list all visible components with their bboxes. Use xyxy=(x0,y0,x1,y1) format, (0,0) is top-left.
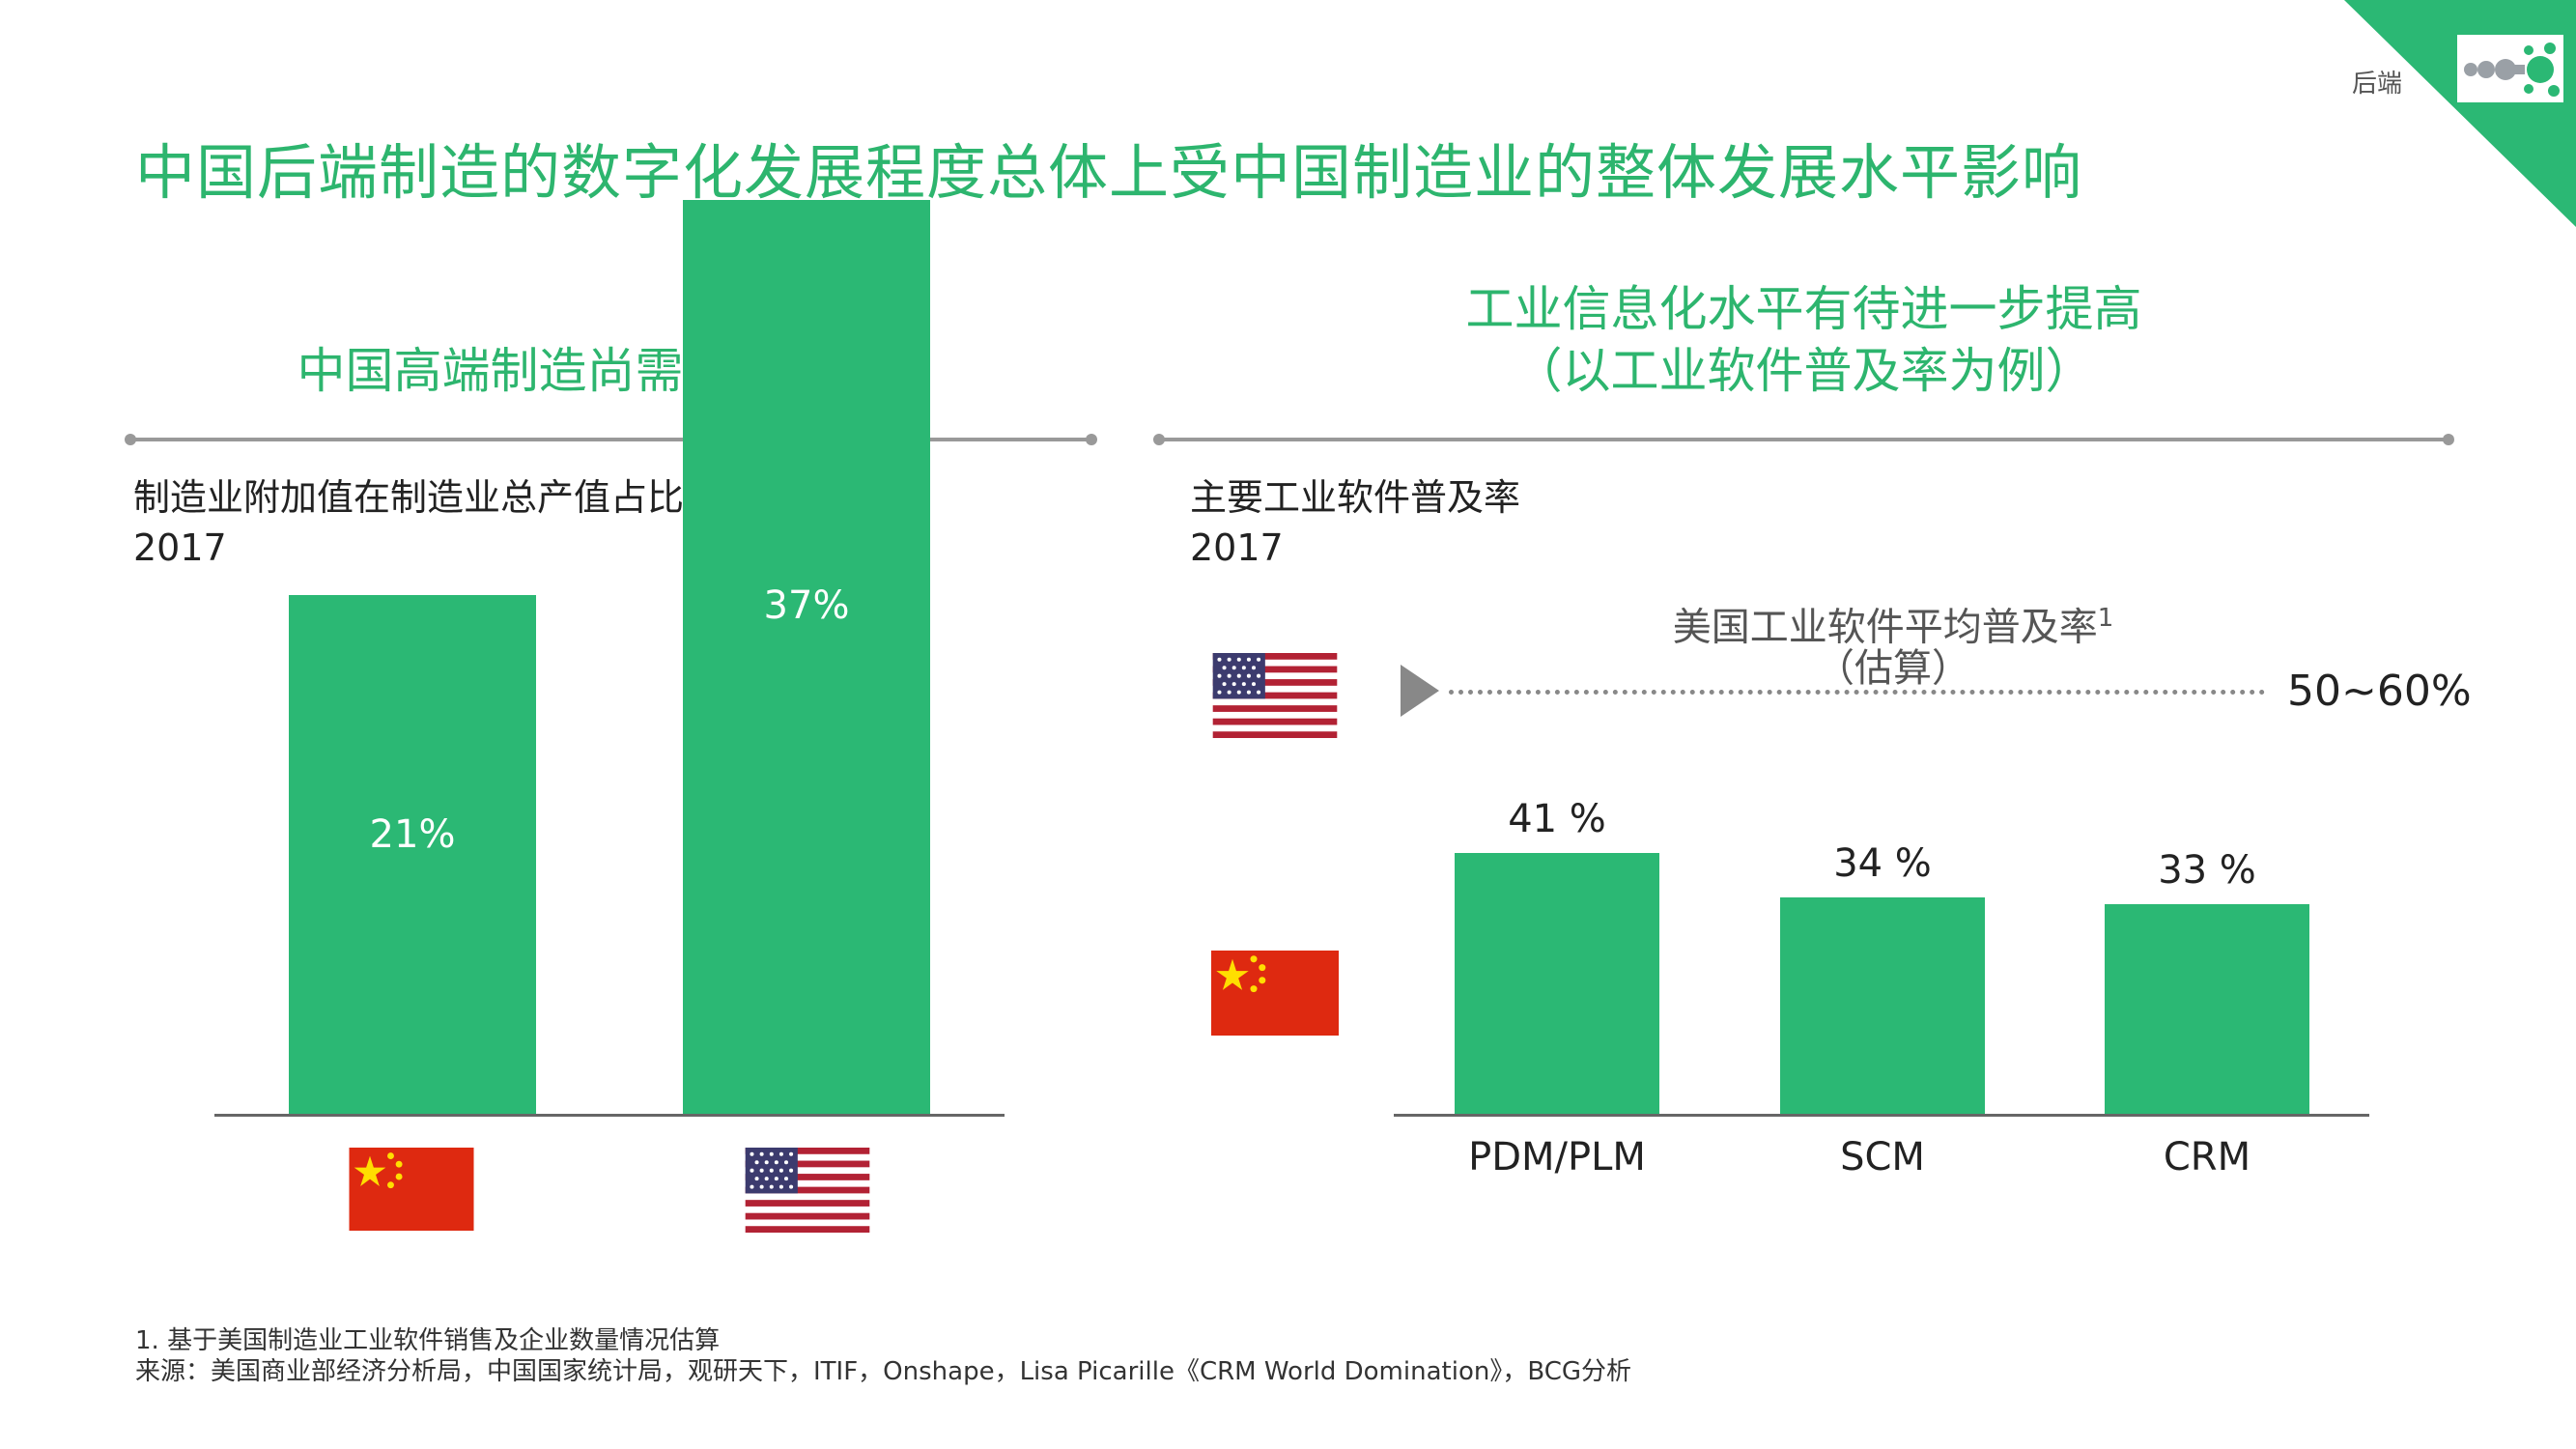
china-flag-icon xyxy=(1211,951,1339,1036)
left-subtitle: 中国高端制造尚需进一步发展 xyxy=(297,343,925,399)
right-chart-title: 主要工业软件普及率 xyxy=(1190,476,1521,519)
left-chart-title: 制造业附加值在制造业总产值占比 xyxy=(133,476,685,519)
section-label: 后端 xyxy=(2351,70,2402,99)
us-average-label: 美国工业软件平均普及率1 xyxy=(1672,604,2114,650)
china-flag-icon xyxy=(349,1148,474,1231)
category-label: PDM/PLM xyxy=(1468,1135,1646,1179)
page-title: 中国后端制造的数字化发展程度总体上受中国制造业的整体发展水平影响 xyxy=(135,137,2083,208)
us-average-label-line2: （估算） xyxy=(1816,646,1970,691)
bar-value-label: 37% xyxy=(763,583,850,629)
logo-icon xyxy=(2457,35,2563,102)
left-chart-year: 2017 xyxy=(133,526,227,569)
us-average-line xyxy=(1449,690,2265,695)
us-flag-icon xyxy=(745,1148,870,1233)
bar-value-label: 33 % xyxy=(2158,847,2256,893)
bar-value-label: 21% xyxy=(369,812,456,858)
us-average-value: 50~60% xyxy=(2287,667,2472,716)
bar-us xyxy=(683,199,930,1114)
left-x-axis xyxy=(214,1114,1005,1117)
footnote: 1. 基于美国制造业工业软件销售及企业数量情况估算 xyxy=(135,1326,721,1355)
right-subtitle-line1: 工业信息化水平有待进一步提高 xyxy=(1465,281,2142,337)
right-chart-year: 2017 xyxy=(1190,526,1284,569)
arrow-right-icon xyxy=(1401,665,1439,717)
us-flag-icon xyxy=(1212,653,1338,738)
right-divider xyxy=(1153,434,2454,445)
category-label: CRM xyxy=(2163,1135,2251,1179)
bar-scm xyxy=(1780,897,1985,1114)
bar-value-label: 41 % xyxy=(1508,797,1606,841)
right-subtitle-line2: （以工业软件普及率为例） xyxy=(1514,343,2094,399)
category-label: SCM xyxy=(1840,1135,1925,1179)
left-divider xyxy=(125,434,1097,445)
source-note: 来源：美国商业部经济分析局，中国国家统计局，观研天下，ITIF，Onshape，… xyxy=(135,1357,1632,1386)
bar-crm xyxy=(2105,903,2309,1114)
bar-value-label: 34 % xyxy=(1833,841,1932,887)
bar-china xyxy=(289,594,536,1114)
right-x-axis xyxy=(1394,1114,2369,1117)
bar-pdm-plm xyxy=(1455,853,1659,1114)
